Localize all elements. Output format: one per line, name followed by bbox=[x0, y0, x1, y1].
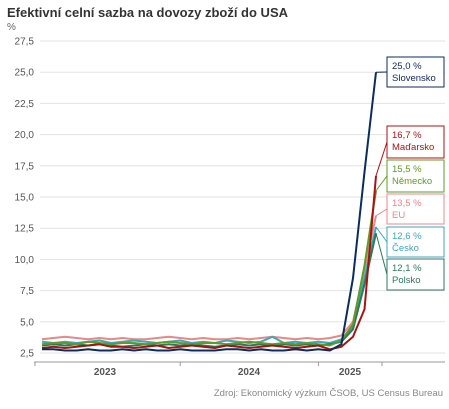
series-end-value: 13,5 % bbox=[392, 198, 422, 209]
y-tick-label: 2,5 bbox=[20, 349, 34, 360]
series-label-box bbox=[386, 125, 445, 159]
series-label-box bbox=[386, 193, 445, 225]
y-tick-label: 17,5 bbox=[15, 161, 35, 172]
series-end-value: 12,6 % bbox=[392, 231, 422, 242]
y-tick-label: 20,0 bbox=[15, 130, 35, 141]
series-name: Maďarsko bbox=[392, 142, 434, 153]
series-label-box bbox=[386, 226, 445, 258]
label-connector bbox=[375, 233, 388, 275]
label-connector bbox=[375, 208, 388, 217]
series-labels: 25,0 %Slovensko 16,7 %Maďarsko 15,5 %Němec… bbox=[375, 56, 445, 291]
grid-lines bbox=[40, 40, 445, 354]
series-label-box bbox=[386, 258, 445, 291]
label-connector bbox=[375, 141, 388, 176]
x-tick-label: 2023 bbox=[94, 367, 117, 378]
series-label-box bbox=[386, 56, 445, 88]
y-tick-labels: 2,5 5,0 7,5 10,0 12,5 15,0 17,5 20,0 22,5 25,0 27,… bbox=[15, 37, 35, 360]
series-end-value: 16,7 % bbox=[392, 130, 422, 141]
series-end-value: 25,0 % bbox=[392, 61, 422, 72]
series-name: Německo bbox=[392, 176, 432, 187]
label-connector bbox=[375, 226, 388, 243]
y-axis-unit: % bbox=[7, 22, 16, 33]
series-name: EU bbox=[392, 210, 405, 221]
x-tick-label: 2025 bbox=[339, 367, 362, 378]
chart-title: Efektivní celní sazba na dovozy zboží do… bbox=[7, 5, 288, 20]
y-tick-label: 25,0 bbox=[15, 68, 35, 79]
series-end-value: 12,1 % bbox=[392, 263, 422, 274]
series-name: Slovensko bbox=[392, 73, 436, 84]
y-tick-label: 22,5 bbox=[15, 99, 35, 110]
y-tick-label: 7,5 bbox=[20, 286, 34, 297]
y-tick-label: 5,0 bbox=[20, 317, 34, 328]
x-axis: 2023 2024 2025 bbox=[34, 361, 445, 378]
series-line-eu bbox=[41, 215, 377, 341]
series-line-polsko bbox=[41, 232, 377, 348]
series-line-slovensko bbox=[42, 72, 377, 352]
y-tick-label: 12,5 bbox=[15, 224, 35, 235]
y-tick-label: 15,0 bbox=[15, 193, 35, 204]
y-tick-label: 27,5 bbox=[15, 37, 35, 48]
x-tick-label: 2024 bbox=[238, 367, 261, 378]
series-name: Česko bbox=[392, 243, 419, 254]
source-note: Zdroj: Ekonomický výzkum ČSOB, US Census… bbox=[213, 388, 443, 399]
series-line-maďarsko bbox=[41, 175, 377, 351]
series-line-německo bbox=[41, 190, 377, 347]
y-tick-label: 10,0 bbox=[15, 255, 35, 266]
series-end-value: 15,5 % bbox=[392, 164, 422, 175]
series-name: Polsko bbox=[392, 275, 421, 286]
series-label-box bbox=[386, 159, 445, 193]
series-line-česko bbox=[41, 226, 377, 344]
label-connector bbox=[375, 175, 388, 192]
series-lines bbox=[41, 72, 377, 352]
